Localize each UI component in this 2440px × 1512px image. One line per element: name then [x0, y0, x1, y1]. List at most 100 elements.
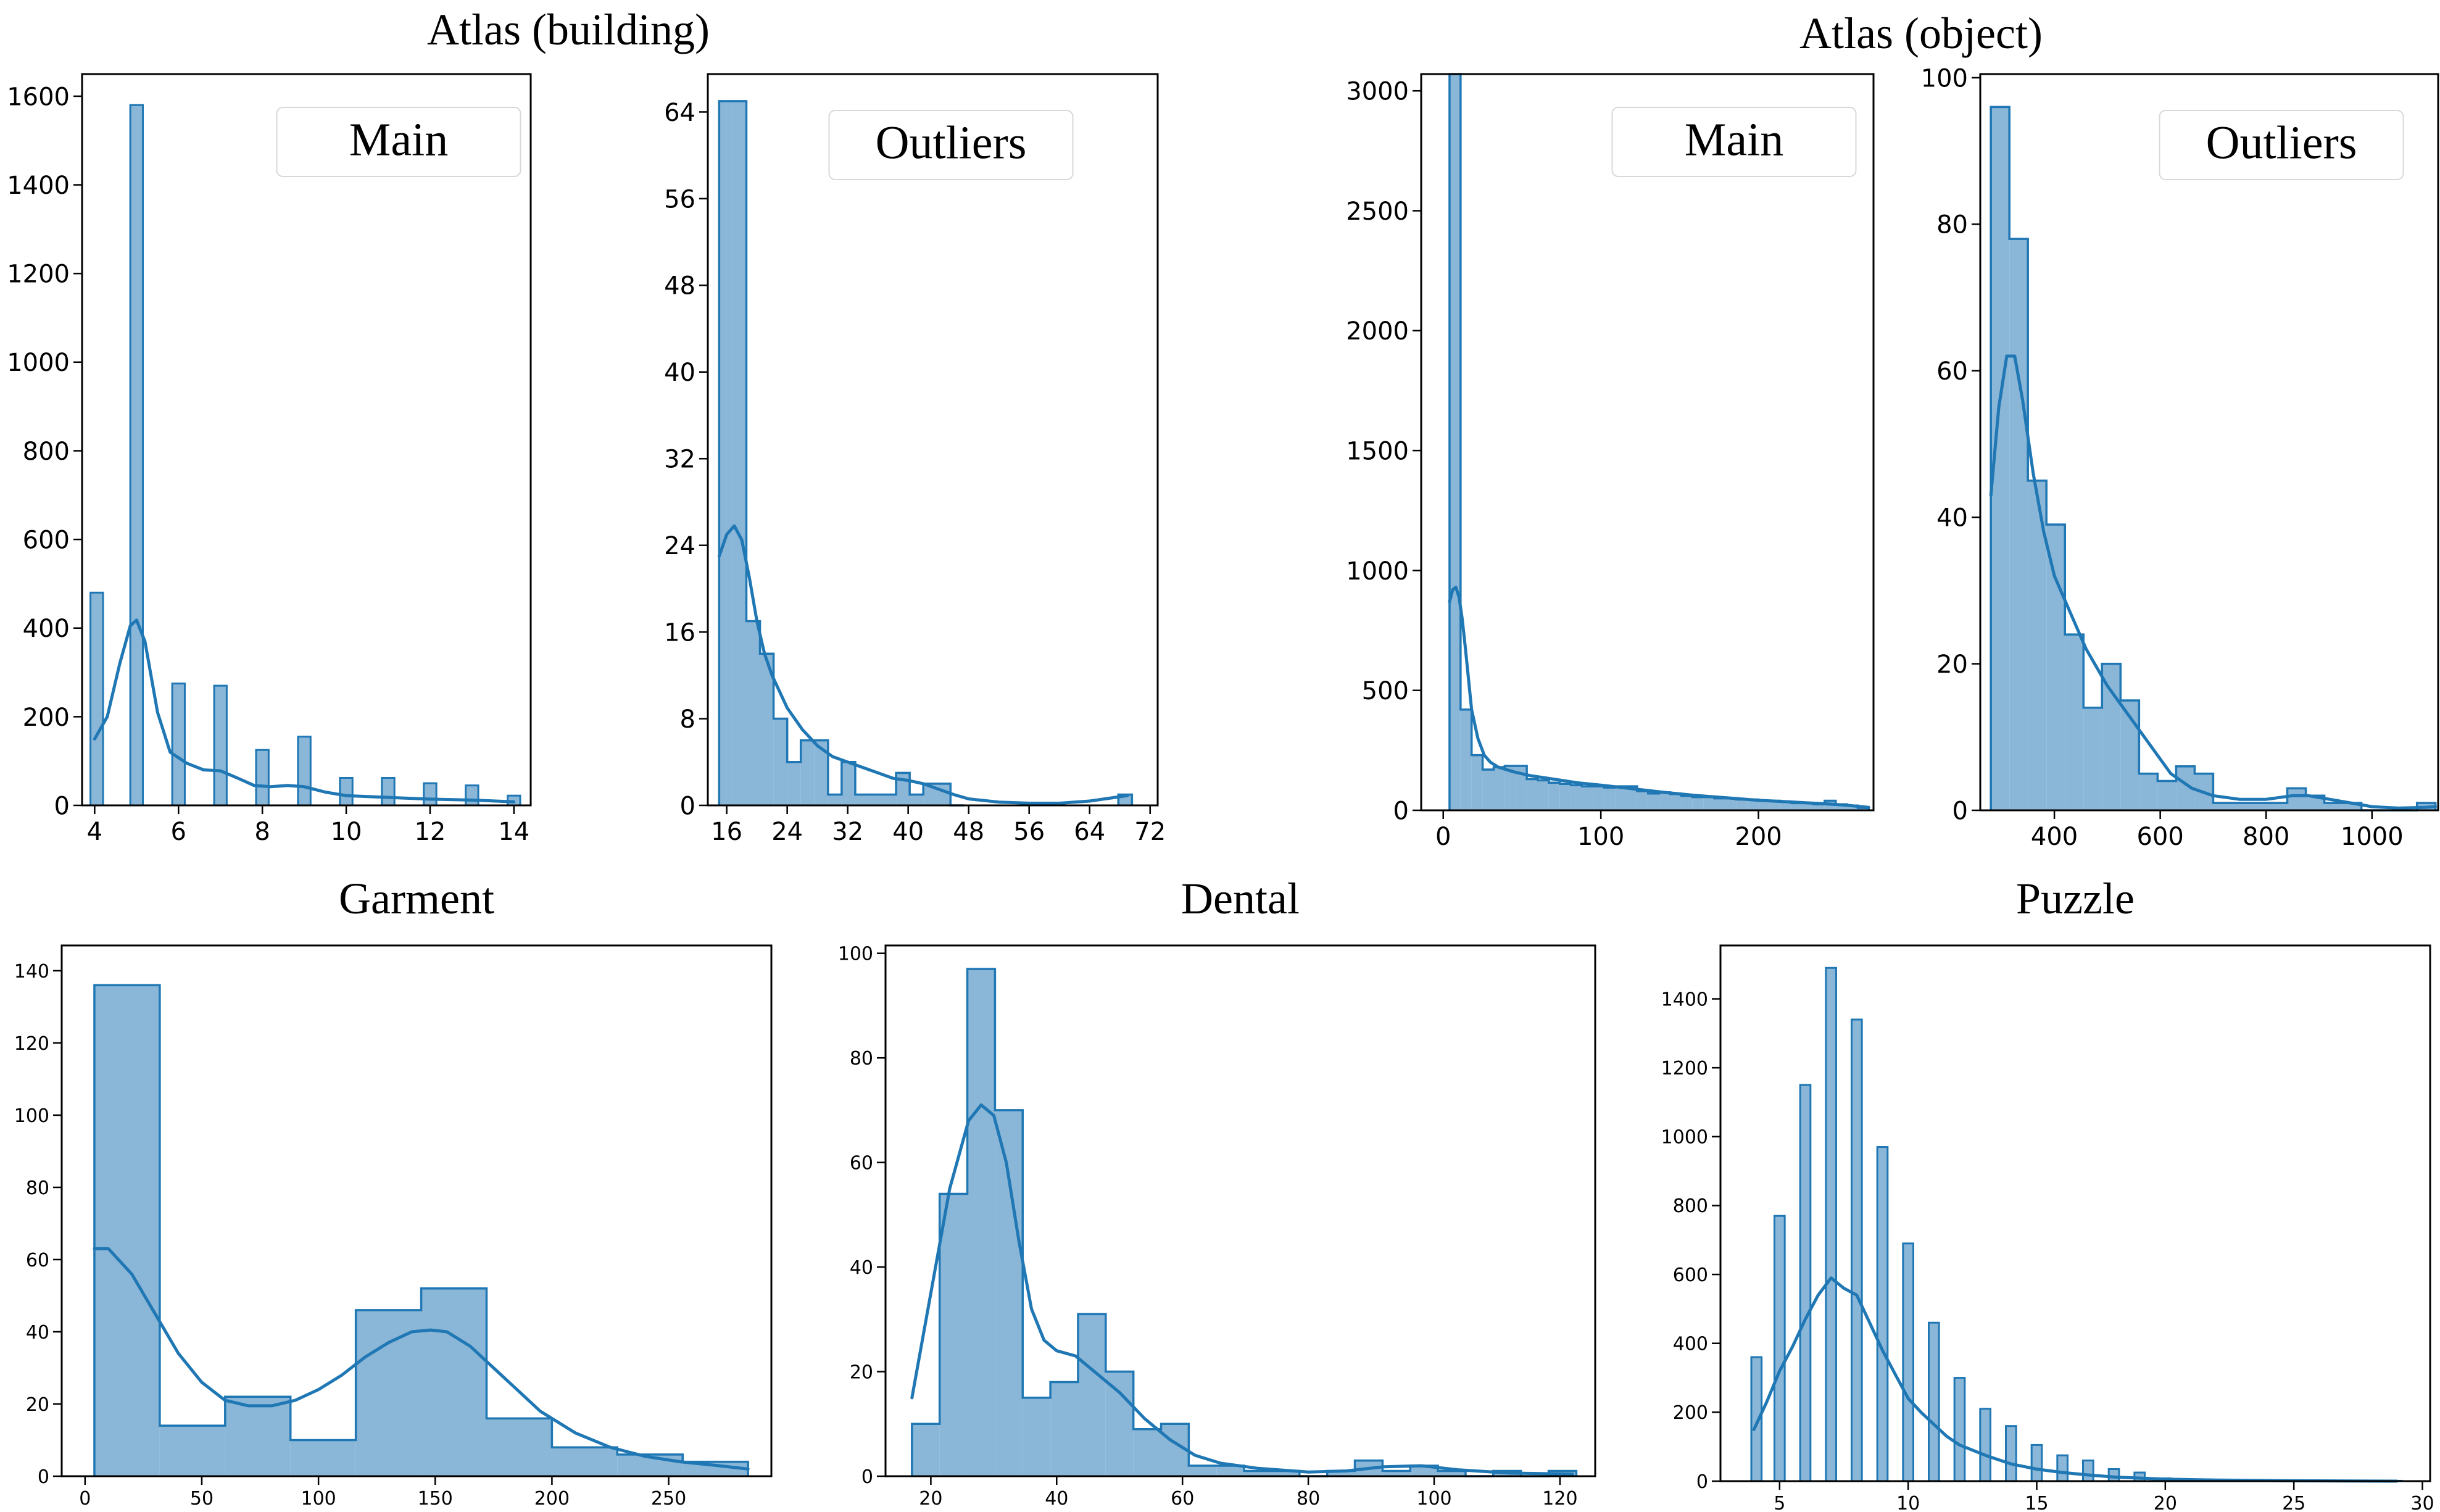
atlas-building-main-ytick-label-6: 1200: [7, 260, 70, 289]
puzzle-ytick-label-6: 1200: [1661, 1058, 1708, 1079]
atlas-object-main-bar-32: [1803, 803, 1814, 810]
atlas-building-main-bar-9: [465, 784, 479, 807]
puzzle-bar-12: [2056, 1454, 2069, 1482]
puzzle-xtick-label-4: 25: [2282, 1493, 2305, 1512]
atlas-building-main-xtick-label-0: 4: [87, 818, 102, 846]
atlas-building-outliers-bar-16: [937, 783, 951, 805]
atlas-building-outliers-frame: [707, 73, 1159, 807]
atlas-object-main-kde-line: [1448, 586, 1870, 809]
atlas-object-main-bar-1: [1460, 709, 1472, 810]
puzzle-xtick-label-5: 30: [2410, 1493, 2434, 1512]
atlas-object-outliers-ytick-label-1: 20: [1936, 650, 1968, 679]
dental-xtick-label-5: 120: [1542, 1488, 1577, 1510]
atlas-object-outliers-ytick-label-2: 40: [1936, 504, 1968, 533]
dental-bar-1: [939, 1194, 968, 1476]
atlas-building-title: Atlas (building): [427, 5, 710, 54]
atlas-building-main-bar-2: [171, 683, 186, 807]
atlas-object-main-xtick-label-1: 100: [1577, 823, 1624, 851]
atlas-building-outliers-ytick-label-3: 24: [664, 532, 695, 560]
puzzle-ytick-label-1: 200: [1673, 1402, 1708, 1424]
atlas-building-main-ytick-label-5: 1000: [7, 349, 70, 377]
atlas-object-main-bar-14: [1604, 787, 1616, 810]
dental-ytick-label-0: 0: [861, 1466, 873, 1488]
puzzle-ytick-label-3: 600: [1673, 1265, 1708, 1286]
garment-ytick-label-0: 0: [38, 1466, 49, 1488]
atlas-object-main-bar-18: [1648, 793, 1659, 810]
atlas-object-main-legend: Main: [1611, 107, 1857, 177]
atlas-building-outliers-xtick-label-0: 16: [711, 818, 742, 846]
puzzle-frame: [1719, 944, 2431, 1482]
dental-bar-15: [1327, 1471, 1355, 1476]
atlas-building-outliers-xtick-label-6: 64: [1074, 818, 1105, 846]
atlas-building-outliers-ytick-label-6: 48: [664, 272, 695, 301]
dental-bar-8: [1133, 1429, 1161, 1476]
puzzle-kde-line: [1752, 1276, 2399, 1483]
puzzle-bar-6: [1902, 1242, 1914, 1482]
atlas-building-outliers-legend-box: [828, 110, 1074, 180]
atlas-object-outliers-xtick-label-0: 400: [2031, 823, 2078, 851]
atlas-object-main-bar-30: [1780, 802, 1792, 810]
garment-bar-9: [683, 1461, 749, 1476]
atlas-building-main-xtick-label-3: 10: [331, 818, 362, 846]
atlas-building-outliers-bar-0: [719, 101, 733, 805]
dental-bar-10: [1189, 1466, 1217, 1476]
atlas-object-outliers-legend-label: Outliers: [2206, 117, 2357, 168]
puzzle-title: Puzzle: [2016, 874, 2135, 923]
atlas-building-outliers-bar-6: [800, 740, 815, 805]
garment-ytick-label-2: 40: [26, 1322, 49, 1344]
atlas-object-main-xtick-label-0: 0: [1435, 823, 1451, 851]
puzzle-bar-14: [2107, 1468, 2120, 1482]
atlas-building-outliers-bar-14: [910, 794, 924, 805]
atlas-object-outliers-bar-13: [2231, 803, 2251, 810]
atlas-building-outliers-xtick-label-1: 24: [771, 818, 803, 846]
dental-panel: Dental 20 40 60 80 100 120 0 20 40 60 80 100: [838, 874, 1596, 1510]
atlas-object-main-ytick-label-0: 0: [1393, 797, 1409, 825]
atlas-object-main-bar-6: [1516, 766, 1527, 810]
puzzle-xtick-label-3: 20: [2154, 1493, 2177, 1512]
dental-bar-11: [1216, 1466, 1245, 1476]
atlas-building-main-ytick-label-2: 400: [23, 615, 70, 643]
atlas-object-outliers-bar-19: [2342, 803, 2362, 810]
dental-ytick-label-1: 20: [850, 1361, 873, 1383]
puzzle-xtick-label-2: 15: [2025, 1493, 2048, 1512]
atlas-object-title: Atlas (object): [1799, 9, 2043, 58]
atlas-object-outliers-bar-6: [2102, 663, 2121, 810]
atlas-object-outliers-bar-16: [2287, 788, 2306, 810]
atlas-object-outliers-xtick-label-1: 600: [2136, 823, 2183, 851]
dental-ytick-label-3: 60: [850, 1152, 873, 1174]
atlas-building-main-frame: [81, 73, 532, 807]
dental-bar-7: [1105, 1371, 1134, 1476]
puzzle-ytick-label-4: 800: [1673, 1195, 1708, 1217]
garment-ytick-label-6: 120: [14, 1033, 49, 1055]
atlas-object-main-bar-4: [1493, 767, 1505, 810]
atlas-building-main-ytick-label-1: 200: [23, 704, 70, 732]
atlas-building-outliers-ytick-label-0: 0: [680, 792, 695, 820]
puzzle-xtick-label-0: 5: [1774, 1493, 1785, 1512]
atlas-object-main-bar-27: [1747, 799, 1759, 810]
atlas-building-outliers-bar-3: [760, 654, 774, 805]
garment-ytick-label-4: 80: [26, 1178, 49, 1199]
atlas-building-main-bar-3: [213, 684, 228, 807]
atlas-object-main-bar-2: [1471, 755, 1483, 810]
atlas-object-outliers-bar-14: [2250, 803, 2269, 810]
atlas-building-outliers-bar-2: [746, 621, 760, 805]
atlas-object-main-bar-33: [1813, 804, 1825, 810]
atlas-object-outliers-bar-3: [2046, 525, 2065, 810]
dental-title: Dental: [1181, 874, 1300, 923]
atlas-building-outliers-xtick-label-2: 32: [832, 818, 863, 846]
atlas-object-main-bar-11: [1571, 785, 1582, 810]
atlas-object-outliers-ytick-label-3: 60: [1936, 357, 1968, 386]
atlas-building-outliers-step-outline: [718, 100, 1134, 807]
dental-ytick-label-2: 40: [850, 1257, 873, 1279]
atlas-object-main-frame: [1420, 73, 1875, 812]
garment-ytick-label-5: 100: [14, 1105, 49, 1127]
atlas-object-outliers-bar-9: [2157, 781, 2176, 810]
atlas-object-main-ytick-label-6: 3000: [1346, 78, 1409, 106]
puzzle-ytick-label-0: 0: [1696, 1471, 1708, 1493]
garment-xtick-label-1: 50: [190, 1488, 214, 1510]
garment-bars: [94, 985, 749, 1476]
atlas-building-main-kde-line: [93, 618, 516, 804]
atlas-object-outliers-panel: 400 600 800 1000 0 20 40 60 80 100 Outliers: [1921, 64, 2439, 851]
garment-bar-0: [94, 985, 160, 1476]
atlas-building-outliers-xtick-label-5: 56: [1013, 818, 1045, 846]
